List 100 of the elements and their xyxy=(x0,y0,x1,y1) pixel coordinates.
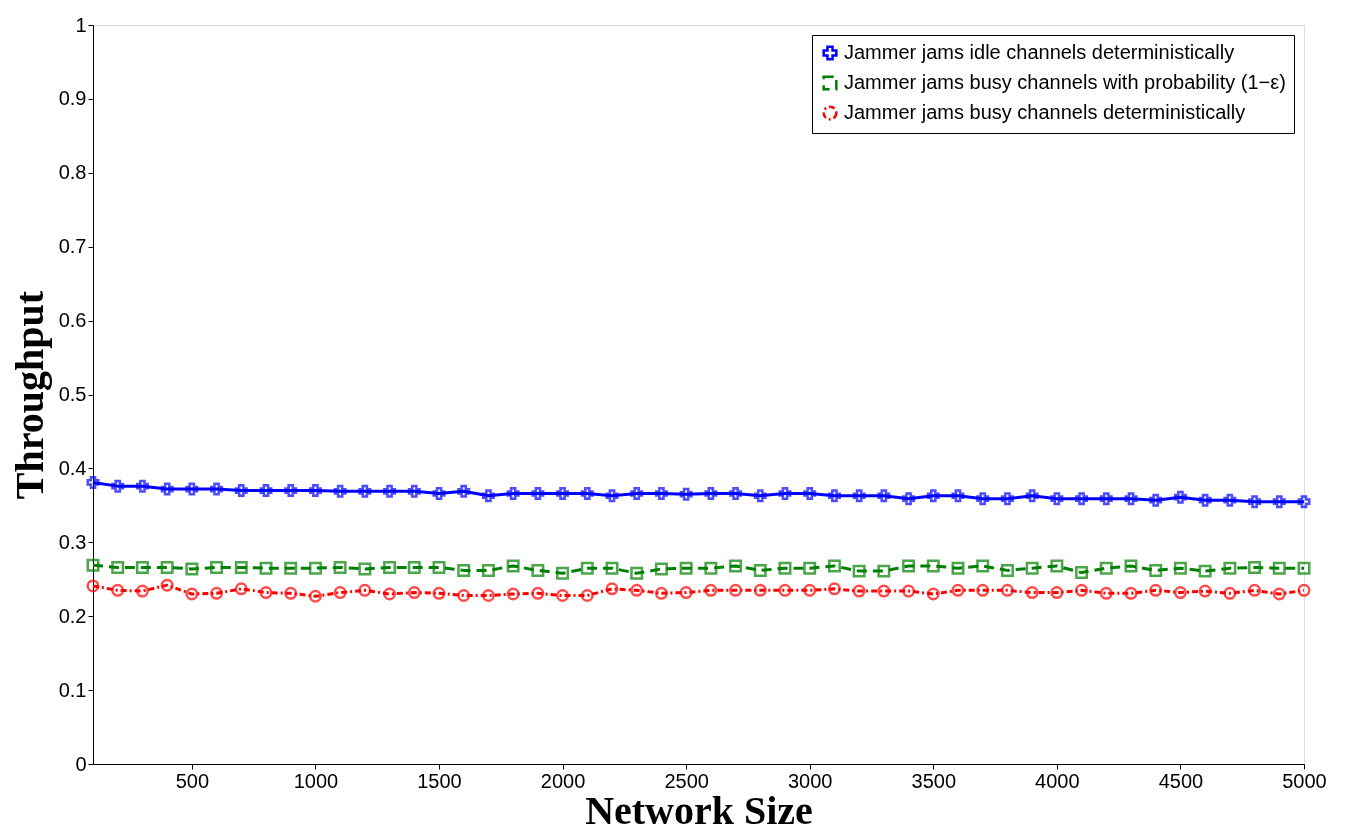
point xyxy=(210,482,224,496)
point xyxy=(135,479,149,493)
point xyxy=(383,560,397,574)
point xyxy=(1075,566,1089,580)
point xyxy=(259,484,273,498)
point xyxy=(333,560,347,574)
point xyxy=(1248,495,1262,509)
point xyxy=(1099,492,1113,506)
point xyxy=(185,587,199,601)
point xyxy=(506,559,520,573)
point xyxy=(284,561,298,575)
point xyxy=(654,562,668,576)
point xyxy=(976,559,990,573)
point xyxy=(234,484,248,498)
point xyxy=(556,566,570,580)
point xyxy=(234,560,248,574)
point xyxy=(531,563,545,577)
point xyxy=(1297,495,1311,509)
point xyxy=(1198,493,1212,507)
point xyxy=(407,560,421,574)
point xyxy=(432,560,446,574)
point xyxy=(407,586,421,600)
x-tick-label: 5000 xyxy=(1282,769,1327,792)
point xyxy=(259,561,273,575)
point xyxy=(704,561,718,575)
point xyxy=(284,586,298,600)
point xyxy=(605,489,619,503)
point xyxy=(358,562,372,576)
point xyxy=(580,561,594,575)
point xyxy=(827,559,841,573)
point xyxy=(308,589,322,603)
point xyxy=(135,560,149,574)
point xyxy=(679,586,693,600)
point xyxy=(729,583,743,597)
y-tick-label: 0.5 xyxy=(58,383,87,405)
point xyxy=(778,487,792,501)
point xyxy=(383,587,397,601)
point xyxy=(506,587,520,601)
point xyxy=(729,487,743,501)
y-tick-label: 0.7 xyxy=(58,235,87,258)
x-tick-label: 4000 xyxy=(1035,769,1080,792)
point xyxy=(556,589,570,602)
point xyxy=(926,489,940,503)
y-tick-label: 0.2 xyxy=(58,604,87,627)
point xyxy=(1149,583,1163,597)
point xyxy=(1149,493,1163,507)
point xyxy=(654,586,668,600)
x-tick-label: 2000 xyxy=(540,769,586,792)
point xyxy=(333,484,347,498)
y-tick-label: 0.3 xyxy=(58,530,87,553)
legend-label: Jammer jams busy channels with probability (1−ε) xyxy=(844,71,1286,93)
y-tick-label: 1 xyxy=(75,13,87,36)
point xyxy=(778,583,792,597)
point xyxy=(1000,492,1014,506)
legend-label: Jammer jams idle channels deterministically xyxy=(844,41,1235,63)
point xyxy=(827,582,841,596)
point xyxy=(160,482,174,496)
y-tick-label: 0 xyxy=(75,752,87,775)
point xyxy=(135,584,149,598)
point xyxy=(1025,586,1039,600)
point xyxy=(902,559,916,573)
point xyxy=(457,563,471,577)
point xyxy=(556,487,570,501)
point xyxy=(1223,561,1237,575)
point xyxy=(1149,563,1163,577)
point xyxy=(1050,586,1064,600)
point xyxy=(753,563,767,577)
point xyxy=(902,492,916,506)
point xyxy=(803,583,817,597)
legend-label: Jammer jams busy channels deterministically xyxy=(844,101,1246,123)
point xyxy=(111,583,125,597)
point xyxy=(679,561,693,575)
point xyxy=(284,484,298,498)
point xyxy=(1272,495,1286,509)
point xyxy=(605,561,619,575)
point xyxy=(1025,489,1039,503)
point xyxy=(358,484,372,498)
point xyxy=(778,561,792,575)
point xyxy=(86,558,100,572)
point xyxy=(1198,564,1212,578)
point xyxy=(976,583,990,597)
point xyxy=(976,492,990,506)
point xyxy=(308,561,322,575)
point xyxy=(852,564,866,578)
point xyxy=(1000,583,1014,597)
point xyxy=(210,586,224,600)
point xyxy=(185,562,199,576)
point xyxy=(852,584,866,598)
x-tick-label: 500 xyxy=(175,769,210,792)
point xyxy=(1272,587,1286,601)
point xyxy=(160,560,174,574)
point xyxy=(1124,586,1138,600)
point xyxy=(1297,583,1311,597)
point xyxy=(1198,584,1212,598)
point xyxy=(1173,490,1187,504)
point xyxy=(432,487,446,501)
y-tick-label: 0.6 xyxy=(58,309,87,332)
point xyxy=(234,582,248,596)
point xyxy=(111,560,125,574)
point xyxy=(160,578,174,592)
